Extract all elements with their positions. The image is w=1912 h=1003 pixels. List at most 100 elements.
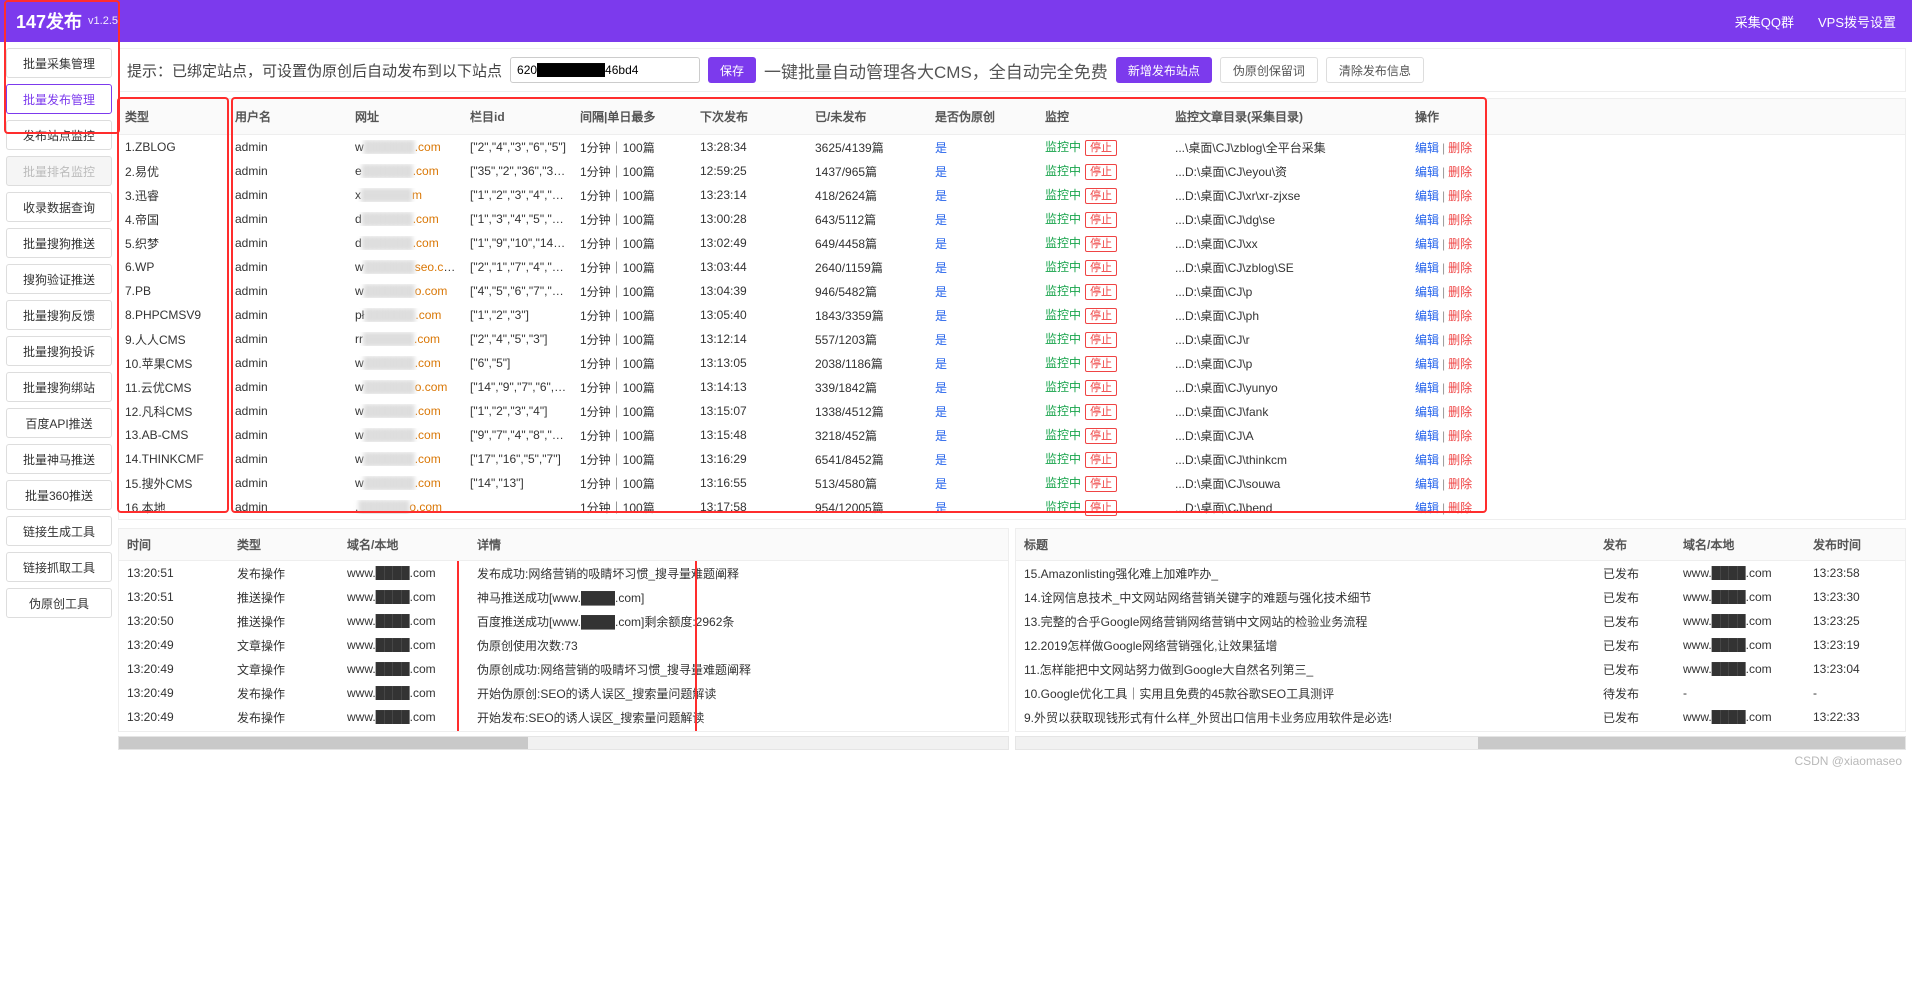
cell-pub: 946/5482篇	[809, 283, 929, 300]
delete-link[interactable]: 删除	[1448, 165, 1472, 179]
stop-button[interactable]: 停止	[1085, 188, 1117, 204]
delete-link[interactable]: 删除	[1448, 141, 1472, 155]
cell-dir: ...D:\桌面\CJ\dg\se	[1169, 211, 1409, 228]
delete-link[interactable]: 删除	[1448, 477, 1472, 491]
cell-dir: ...D:\桌面\CJ\p	[1169, 355, 1409, 372]
cell-type: 7.PB	[119, 284, 229, 298]
cell-type: 4.帝国	[119, 211, 229, 228]
stop-button[interactable]: 停止	[1085, 380, 1117, 396]
edit-link[interactable]: 编辑	[1415, 453, 1439, 467]
save-button[interactable]: 保存	[708, 57, 756, 83]
edit-link[interactable]: 编辑	[1415, 357, 1439, 371]
edit-link[interactable]: 编辑	[1415, 141, 1439, 155]
cell-user: admin	[229, 404, 349, 418]
edit-link[interactable]: 编辑	[1415, 501, 1439, 515]
delete-link[interactable]: 删除	[1448, 501, 1472, 515]
sidebar-item-10[interactable]: 百度API推送	[6, 408, 112, 438]
cell-interval: 1分钟｜100篇	[574, 163, 694, 180]
sidebar-item-8[interactable]: 批量搜狗投诉	[6, 336, 112, 366]
sidebar-item-1[interactable]: 批量发布管理	[6, 84, 112, 114]
cell-col: ["4","5","6","7","8","9...	[464, 284, 574, 298]
stop-button[interactable]: 停止	[1085, 476, 1117, 492]
sidebar-item-4[interactable]: 收录数据查询	[6, 192, 112, 222]
clear-publish-button[interactable]: 清除发布信息	[1326, 57, 1424, 83]
sidebar-item-0[interactable]: 批量采集管理	[6, 48, 112, 78]
cell-user: admin	[229, 428, 349, 442]
header-link-qq[interactable]: 采集QQ群	[1735, 12, 1794, 31]
stop-button[interactable]: 停止	[1085, 260, 1117, 276]
stop-button[interactable]: 停止	[1085, 500, 1117, 516]
sidebar-item-9[interactable]: 批量搜狗绑站	[6, 372, 112, 402]
cell-next: 13:15:07	[694, 404, 809, 418]
token-input[interactable]	[510, 57, 700, 83]
delete-link[interactable]: 删除	[1448, 285, 1472, 299]
edit-link[interactable]: 编辑	[1415, 405, 1439, 419]
cell-monitor: 监控中停止	[1039, 498, 1169, 516]
log-row: 14.诠网信息技术_中文网站网络营销关键字的难题与强化技术细节已发布www.██…	[1016, 585, 1905, 609]
delete-link[interactable]: 删除	[1448, 261, 1472, 275]
cell-type: 13.AB-CMS	[119, 428, 229, 442]
stop-button[interactable]: 停止	[1085, 140, 1117, 156]
delete-link[interactable]: 删除	[1448, 237, 1472, 251]
edit-link[interactable]: 编辑	[1415, 285, 1439, 299]
sidebar-item-13[interactable]: 链接生成工具	[6, 516, 112, 546]
horizontal-scrollbar[interactable]	[118, 736, 1906, 750]
cell-pub: 643/5112篇	[809, 211, 929, 228]
sidebar-item-2[interactable]: 发布站点监控	[6, 120, 112, 150]
sidebar-item-5[interactable]: 批量搜狗推送	[6, 228, 112, 258]
delete-link[interactable]: 删除	[1448, 453, 1472, 467]
cell-monitor: 监控中停止	[1039, 306, 1169, 324]
stop-button[interactable]: 停止	[1085, 236, 1117, 252]
table-row: 6.WPadminw██████seo.com["2","1","7","4",…	[119, 255, 1905, 279]
stop-button[interactable]: 停止	[1085, 332, 1117, 348]
add-site-button[interactable]: 新增发布站点	[1116, 57, 1212, 83]
table-row: 13.AB-CMSadminw██████.com["9","7","4","8…	[119, 423, 1905, 447]
reserve-words-button[interactable]: 伪原创保留词	[1220, 57, 1318, 83]
stop-button[interactable]: 停止	[1085, 164, 1117, 180]
cell-monitor: 监控中停止	[1039, 450, 1169, 468]
sidebar-item-15[interactable]: 伪原创工具	[6, 588, 112, 618]
delete-link[interactable]: 删除	[1448, 189, 1472, 203]
edit-link[interactable]: 编辑	[1415, 333, 1439, 347]
delete-link[interactable]: 删除	[1448, 429, 1472, 443]
sites-table: 类型用户名网址栏目id间隔|单日最多下次发布已/未发布是否伪原创监控监控文章目录…	[118, 98, 1906, 520]
header-link-vps[interactable]: VPS拨号设置	[1818, 12, 1896, 31]
stop-button[interactable]: 停止	[1085, 404, 1117, 420]
edit-link[interactable]: 编辑	[1415, 309, 1439, 323]
stop-button[interactable]: 停止	[1085, 356, 1117, 372]
sidebar-item-6[interactable]: 搜狗验证推送	[6, 264, 112, 294]
cell-user: admin	[229, 380, 349, 394]
edit-link[interactable]: 编辑	[1415, 165, 1439, 179]
sidebar-item-7[interactable]: 批量搜狗反馈	[6, 300, 112, 330]
delete-link[interactable]: 删除	[1448, 213, 1472, 227]
col-header-2: 网址	[349, 108, 464, 125]
stop-button[interactable]: 停止	[1085, 452, 1117, 468]
edit-link[interactable]: 编辑	[1415, 381, 1439, 395]
cell-type: 2.易优	[119, 163, 229, 180]
stop-button[interactable]: 停止	[1085, 284, 1117, 300]
sidebar-item-11[interactable]: 批量神马推送	[6, 444, 112, 474]
sidebar-item-12[interactable]: 批量360推送	[6, 480, 112, 510]
cell-dir: ...D:\桌面\CJ\souwa	[1169, 475, 1409, 492]
edit-link[interactable]: 编辑	[1415, 237, 1439, 251]
cell-ops: 编辑|删除	[1409, 211, 1479, 228]
edit-link[interactable]: 编辑	[1415, 189, 1439, 203]
edit-link[interactable]: 编辑	[1415, 213, 1439, 227]
cell-dir: ...D:\桌面\CJ\A	[1169, 427, 1409, 444]
delete-link[interactable]: 删除	[1448, 405, 1472, 419]
log-left-header: 时间类型域名/本地详情	[119, 529, 1008, 561]
sidebar-item-14[interactable]: 链接抓取工具	[6, 552, 112, 582]
delete-link[interactable]: 删除	[1448, 333, 1472, 347]
table-row: 16.本地admin.██████o.com1分钟｜100篇13:17:5895…	[119, 495, 1905, 519]
edit-link[interactable]: 编辑	[1415, 477, 1439, 491]
stop-button[interactable]: 停止	[1085, 308, 1117, 324]
edit-link[interactable]: 编辑	[1415, 261, 1439, 275]
edit-link[interactable]: 编辑	[1415, 429, 1439, 443]
cell-interval: 1分钟｜100篇	[574, 235, 694, 252]
stop-button[interactable]: 停止	[1085, 428, 1117, 444]
stop-button[interactable]: 停止	[1085, 212, 1117, 228]
delete-link[interactable]: 删除	[1448, 381, 1472, 395]
cell-interval: 1分钟｜100篇	[574, 259, 694, 276]
delete-link[interactable]: 删除	[1448, 357, 1472, 371]
delete-link[interactable]: 删除	[1448, 309, 1472, 323]
